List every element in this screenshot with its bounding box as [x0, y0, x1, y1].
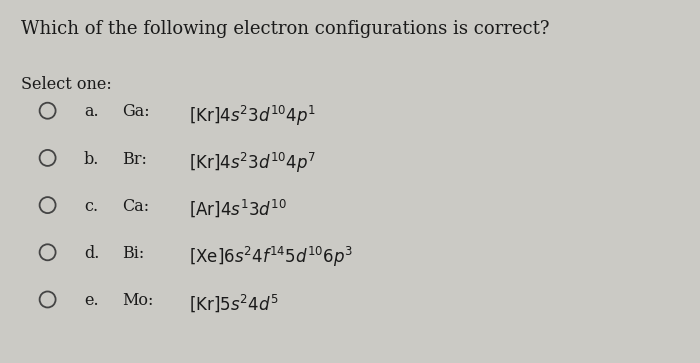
Text: Ga:: Ga:	[122, 103, 150, 121]
Text: e.: e.	[84, 292, 99, 309]
Text: $\mathrm{[Xe]6}s^{2}\mathrm{4}f^{14}\mathrm{5}d^{10}\mathrm{6}p^{3}$: $\mathrm{[Xe]6}s^{2}\mathrm{4}f^{14}\mat…	[189, 245, 353, 269]
Text: d.: d.	[84, 245, 99, 262]
Text: Select one:: Select one:	[21, 76, 112, 93]
Text: $\mathrm{[Kr]5}s^{2}\mathrm{4}d^{5}$: $\mathrm{[Kr]5}s^{2}\mathrm{4}d^{5}$	[189, 292, 279, 314]
Text: Bi:: Bi:	[122, 245, 145, 262]
Text: Br:: Br:	[122, 151, 148, 168]
Text: b.: b.	[84, 151, 99, 168]
Text: $\mathrm{[Kr]4}s^{2}\mathrm{3}d^{10}\mathrm{4}p^{7}$: $\mathrm{[Kr]4}s^{2}\mathrm{3}d^{10}\mat…	[189, 151, 316, 175]
Text: Mo:: Mo:	[122, 292, 154, 309]
Text: $\mathrm{[Ar]4}s^{1}\mathrm{3}d^{10}$: $\mathrm{[Ar]4}s^{1}\mathrm{3}d^{10}$	[189, 198, 287, 220]
Text: a.: a.	[84, 103, 99, 121]
Text: c.: c.	[84, 198, 98, 215]
Text: Which of the following electron configurations is correct?: Which of the following electron configur…	[21, 20, 550, 38]
Text: Ca:: Ca:	[122, 198, 150, 215]
Text: $\mathrm{[Kr]4}s^{2}\mathrm{3}d^{10}\mathrm{4}p^{1}$: $\mathrm{[Kr]4}s^{2}\mathrm{3}d^{10}\mat…	[189, 103, 316, 127]
